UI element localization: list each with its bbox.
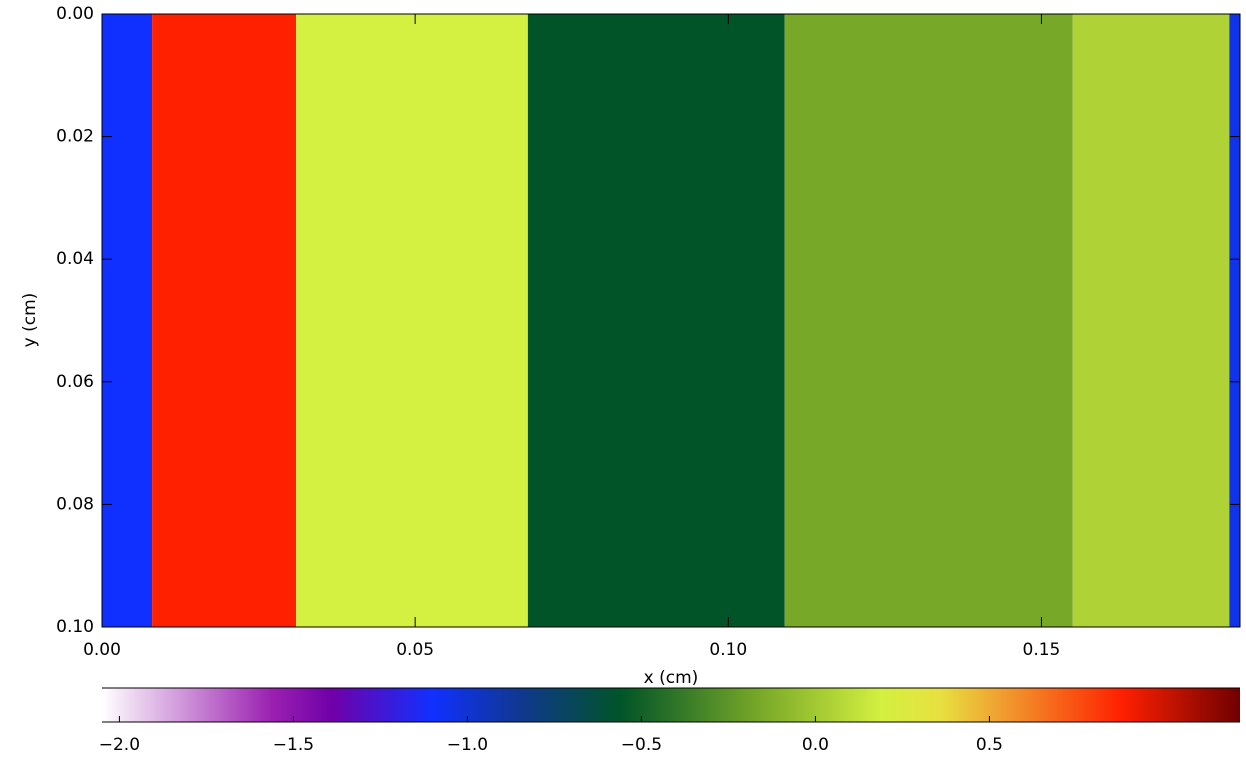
colorbar-tick-label: 0.0: [802, 735, 829, 755]
y-tick-label: 0.00: [56, 4, 94, 24]
y-tick-label: 0.10: [56, 617, 94, 637]
x-axis-label: x (cm): [644, 668, 699, 688]
y-tick-label: 0.02: [56, 127, 94, 147]
y-tick-label: 0.04: [56, 249, 94, 269]
heatmap-cell: [785, 14, 1073, 627]
x-tick-label: 0.00: [83, 640, 121, 660]
heatmap-cell: [528, 14, 785, 627]
heatmap-cell: [1229, 14, 1240, 627]
y-tick-label: 0.08: [56, 494, 94, 514]
colorbar: [102, 688, 1240, 722]
colorbar-tick-label: −1.0: [447, 735, 488, 755]
colorbar-tick-label: −2.0: [99, 735, 140, 755]
heatmap-cell: [1073, 14, 1230, 627]
x-tick-label: 0.10: [709, 640, 747, 660]
heatmap-cell: [102, 14, 152, 627]
chart: x (cm) y (cm) 0.00 0.05 0.10 0.15 0.00 0.02 0.…: [0, 0, 1246, 759]
colorbar-tick-label: −0.5: [621, 735, 662, 755]
x-tick-label: 0.15: [1023, 640, 1061, 660]
colorbar-tick-label: −1.5: [273, 735, 314, 755]
colorbar-tick-label: 0.5: [976, 735, 1003, 755]
x-tick-label: 0.05: [396, 640, 434, 660]
y-tick-label: 0.06: [56, 372, 94, 392]
heatmap-cell: [152, 14, 296, 627]
y-axis-label: y (cm): [20, 293, 40, 348]
heatmap-cell: [296, 14, 528, 627]
